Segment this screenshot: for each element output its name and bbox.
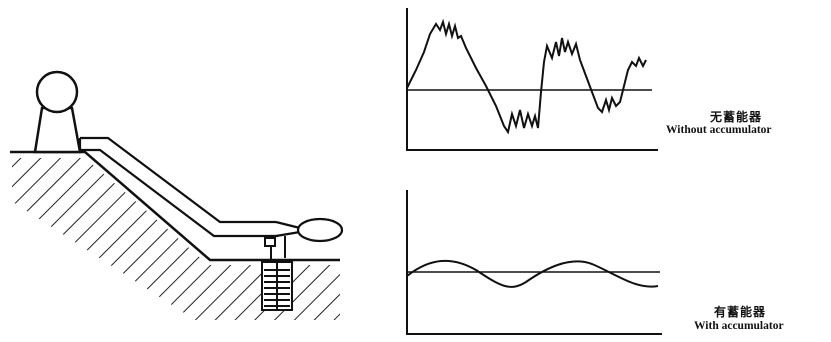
plot-top-axes	[406, 8, 658, 151]
plot-bottom-pressure-curve	[406, 259, 659, 288]
plot-without-accumulator	[406, 8, 658, 151]
plot-bottom-axes	[406, 190, 662, 335]
plot-with-accumulator	[406, 190, 662, 335]
plot-top-pressure-curve	[406, 18, 647, 135]
pump-icon	[33, 70, 82, 154]
caption-with-zh: 有蓄能器	[714, 305, 767, 319]
accumulator-icon	[275, 217, 344, 243]
valve-chamber-icon	[261, 236, 293, 311]
caption-with-en: With accumulator	[694, 320, 784, 332]
caption-without-en: Without accumulator	[666, 124, 772, 136]
caption-without-zh: 无蓄能器	[710, 110, 763, 124]
ground-hatching	[12, 158, 340, 320]
pipeline	[78, 136, 278, 238]
